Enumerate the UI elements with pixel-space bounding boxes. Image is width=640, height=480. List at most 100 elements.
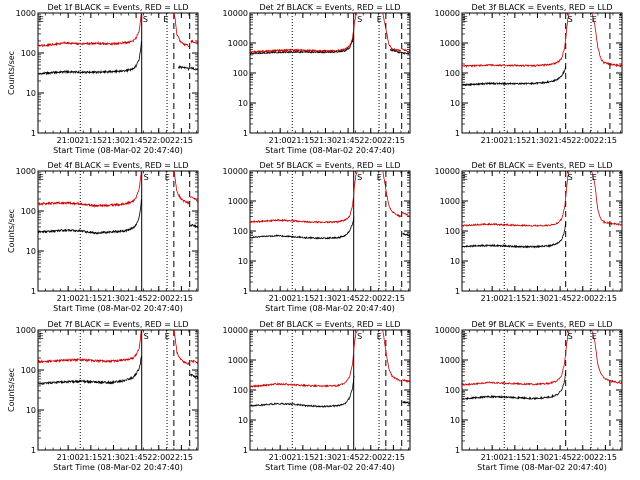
- plot-frame: [461, 12, 623, 134]
- plot-frame: [461, 170, 623, 292]
- x-tick-label: 21:30: [102, 294, 125, 303]
- series-line-lld: [402, 48, 410, 52]
- y-tick-label: 100: [233, 69, 248, 78]
- event-marker: S: [568, 15, 573, 24]
- x-tick-label: 22:15: [594, 453, 617, 462]
- chart-3: Det 3f BLACK = Events, RED = LLD 1 10 100 10…: [435, 3, 623, 145]
- chart-title: Det 4f BLACK = Events, RED = LLD: [47, 161, 188, 170]
- y-tick-label: 100: [445, 386, 460, 395]
- x-tick-label: 21:45: [337, 136, 360, 145]
- event-marker: S: [568, 332, 573, 341]
- x-tick-label: 21:45: [337, 294, 360, 303]
- event-marker: E: [39, 332, 44, 341]
- x-tick-label: 22:00: [359, 294, 382, 303]
- y-tick-label: 1: [243, 287, 248, 296]
- series-line-events: [462, 221, 567, 249]
- series-line-events: [38, 198, 142, 235]
- x-axis-label: Start Time (08-Mar-02 20:47:40): [53, 304, 183, 313]
- event-marker: E: [39, 173, 44, 182]
- x-tick-label: 21:30: [314, 453, 337, 462]
- y-tick-label: 1000: [228, 356, 248, 365]
- x-tick-label: 22:00: [147, 453, 170, 462]
- x-axis-label: Start Time (08-Mar-02 20:47:40): [265, 463, 395, 472]
- y-tick-label: 10000: [435, 326, 460, 335]
- y-tick-label: 1: [31, 129, 36, 138]
- x-tick-label: 22:00: [571, 453, 594, 462]
- x-tick-label: 21:30: [314, 136, 337, 145]
- y-tick-label: 10: [450, 257, 460, 266]
- y-tick-label: 10: [26, 406, 36, 415]
- series-line-lld: [402, 378, 410, 383]
- series-line-events: [190, 66, 198, 71]
- x-tick-label: 22:15: [382, 294, 405, 303]
- x-tick-label: 22:15: [382, 136, 405, 145]
- series-group: [250, 13, 410, 56]
- x-tick-label: 22:00: [359, 136, 382, 145]
- x-tick-label: 22:00: [147, 136, 170, 145]
- x-tick-label: 21:45: [125, 136, 148, 145]
- series-line-lld: [462, 330, 570, 387]
- event-marker: S: [144, 332, 149, 341]
- plot-frame: [37, 170, 199, 292]
- series-line-events: [38, 40, 142, 76]
- chart-9: Det 9f BLACK = Events, RED = LLD 1 10 100 10…: [435, 320, 623, 472]
- y-tick-label: 1000: [440, 356, 460, 365]
- x-tick-label: 21:30: [526, 453, 549, 462]
- chart-5: Det 5f BLACK = Events, RED = LLD 1 10 100 10…: [223, 161, 411, 313]
- series-line-events: [250, 375, 355, 409]
- x-tick-label: 21:45: [549, 453, 572, 462]
- series-group: [250, 171, 410, 240]
- y-tick-label: 10: [450, 99, 460, 108]
- chart-2: Det 2f BLACK = Events, RED = LLD 1 10 100 10…: [223, 3, 411, 155]
- y-tick-label: 1000: [228, 39, 248, 48]
- plot-frame: [461, 329, 623, 451]
- series-line-lld: [382, 330, 402, 382]
- y-tick-label: 1: [31, 446, 36, 455]
- chart-title: Det 2f BLACK = Events, RED = LLD: [259, 3, 400, 12]
- event-marker: E: [377, 173, 382, 182]
- y-tick-label: 10000: [223, 326, 248, 335]
- x-tick-label: 21:15: [79, 136, 102, 145]
- series-line-events: [402, 400, 410, 405]
- x-tick-label: 21:00: [481, 453, 504, 462]
- y-tick-label: 1: [455, 129, 460, 138]
- x-tick-label: 22:00: [571, 136, 594, 145]
- x-tick-label: 21:15: [79, 453, 102, 462]
- x-axis-label: Start Time (08-Mar-02 20:47:40): [265, 146, 395, 155]
- series-group: [462, 171, 622, 249]
- series-line-lld: [402, 211, 410, 218]
- chart-title: Det 1f BLACK = Events, RED = LLD: [47, 3, 188, 12]
- chart-1: Det 1f BLACK = Events, RED = LLD 1 10 100 10…: [7, 3, 199, 155]
- x-tick-label: 21:30: [102, 453, 125, 462]
- y-tick-label: 10: [238, 416, 248, 425]
- x-tick-label: 21:30: [526, 136, 549, 145]
- plot-frame: [37, 329, 199, 451]
- plot-frame: [37, 12, 199, 134]
- series-line-lld: [38, 171, 142, 209]
- x-tick-label: 21:00: [57, 136, 80, 145]
- chart-title: Det 9f BLACK = Events, RED = LLD: [471, 320, 612, 329]
- event-marker: E: [39, 15, 44, 24]
- series-line-lld: [591, 13, 622, 68]
- y-tick-label: 100: [21, 49, 36, 58]
- y-tick-label: 1: [455, 287, 460, 296]
- x-tick-label: 21:45: [549, 294, 572, 303]
- event-marker: E: [377, 15, 382, 24]
- series-line-lld: [591, 171, 622, 226]
- series-line-events: [250, 216, 355, 240]
- series-group: [38, 330, 198, 385]
- series-line-events: [402, 232, 410, 238]
- x-tick-label: 21:45: [337, 453, 360, 462]
- x-tick-label: 21:30: [102, 136, 125, 145]
- x-axis-label: Start Time (08-Mar-02 20:47:40): [477, 463, 607, 472]
- series-group: [462, 13, 622, 87]
- y-axis-label: Counts/sec: [7, 209, 16, 253]
- y-tick-label: 10000: [435, 167, 460, 176]
- x-tick-label: 22:00: [359, 453, 382, 462]
- series-line-lld: [250, 13, 358, 54]
- series-line-events: [190, 224, 198, 229]
- series-group: [250, 330, 410, 409]
- event-marker: E: [592, 173, 597, 182]
- x-tick-label: 21:15: [79, 294, 102, 303]
